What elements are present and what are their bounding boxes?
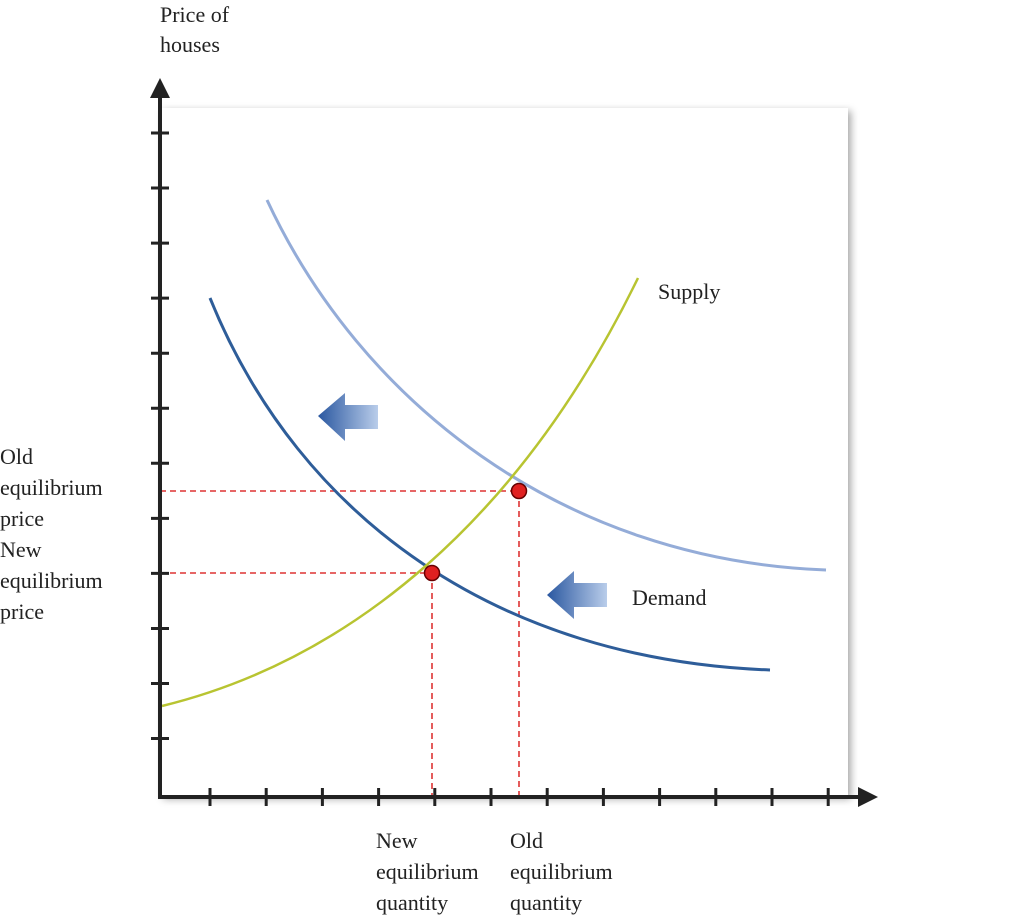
axes [158, 95, 862, 799]
y-axis-arrow [150, 78, 170, 98]
label-line: price [0, 506, 44, 531]
label-line: equilibrium [376, 859, 479, 884]
label-line: price [0, 599, 44, 624]
label-line: Old [510, 828, 543, 853]
old-price-label: Old equilibrium price [0, 444, 103, 531]
label-line: Old [0, 444, 33, 469]
plot-area [160, 108, 848, 796]
new-equilibrium-point [423, 564, 441, 582]
label-line: equilibrium [0, 568, 103, 593]
new-price-label: New equilibrium price [0, 537, 103, 624]
label-line: Price of [160, 2, 230, 27]
shift-arrow [318, 393, 378, 441]
old-quantity-label: Old equilibrium quantity [510, 828, 613, 915]
x-axis-arrow [858, 787, 878, 807]
label-line: New [0, 537, 42, 562]
new-quantity-label: New equilibrium quantity [376, 828, 479, 915]
label-line: quantity [510, 890, 582, 915]
supply-label: Supply [658, 279, 720, 304]
label-line: equilibrium [0, 475, 103, 500]
new-demand-curve [208, 297, 771, 672]
label-line: quantity [376, 890, 448, 915]
demand-label: Demand [632, 585, 707, 610]
label-line: equilibrium [510, 859, 613, 884]
tick-marks [151, 131, 830, 806]
y-axis-label: Price of houses [160, 2, 230, 57]
label-line: New [376, 828, 418, 853]
supply-curve [161, 277, 640, 708]
old-equilibrium-point [510, 482, 528, 500]
label-line: houses [160, 32, 220, 57]
shift-arrow [547, 571, 607, 619]
guide-lines [160, 490, 520, 797]
old-demand-curve [265, 199, 827, 572]
